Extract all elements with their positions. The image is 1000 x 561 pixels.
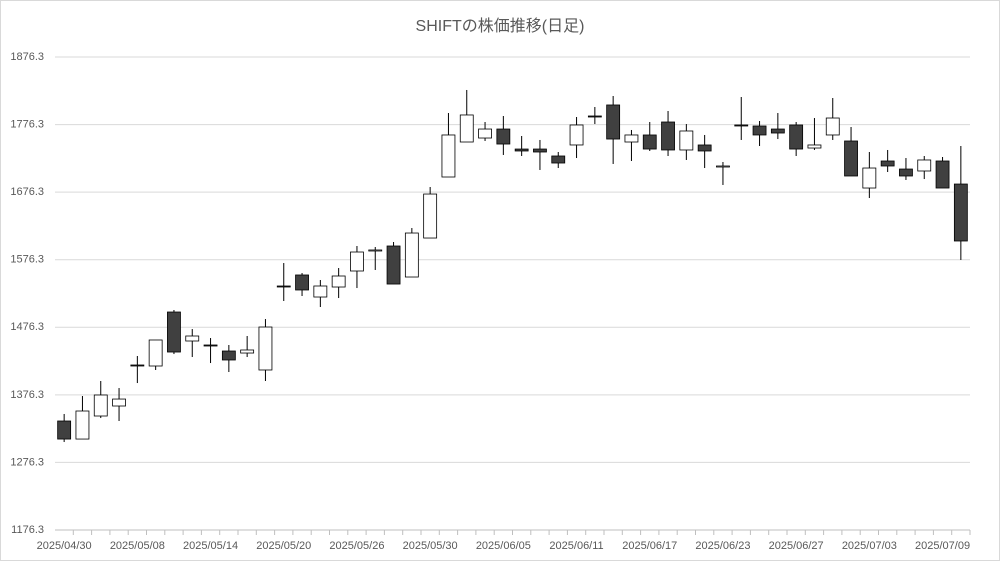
candle-body [624,134,639,143]
candle-body [221,350,236,361]
candle-body [167,311,181,353]
candle-body [203,344,218,347]
candle-body [606,104,621,140]
candle-body [789,124,804,150]
candle-body [862,167,877,189]
candle-body [148,339,163,367]
candle-body [697,144,712,152]
y-tick-label: 1876.3 [10,51,44,63]
candle-body [404,232,419,278]
x-tick-label: 2025/04/30 [37,540,92,552]
candle-body [185,335,200,342]
candle-body [130,364,145,367]
candle-body [569,124,584,146]
x-tick-label: 2025/05/26 [329,540,384,552]
x-tick-label: 2025/06/17 [622,540,677,552]
y-tick-label: 1676.3 [10,186,44,198]
chart-title: SHIFTの株価推移(日足) [416,17,585,35]
candle-body [386,245,401,285]
candle-body [825,117,840,136]
candle-body [368,249,383,252]
candle-body [752,125,767,136]
candle-body [587,115,602,118]
x-tick-label: 2025/06/23 [695,540,750,552]
x-tick-label: 2025/05/08 [110,540,165,552]
candle-body [93,394,108,417]
y-tick-label: 1476.3 [10,321,44,333]
candle-body [496,128,511,145]
candle-body [112,398,126,407]
candle-body [899,168,913,177]
y-tick-label: 1276.3 [10,456,44,468]
candle-body [276,285,291,288]
candle-body [441,134,456,178]
y-tick-label: 1776.3 [10,118,44,130]
candle-body [313,285,328,298]
candle-body [423,193,438,239]
candle-body [533,148,547,153]
y-tick-label: 1576.3 [10,254,44,266]
candle-body [661,121,675,151]
x-tick-label: 2025/05/30 [403,540,458,552]
candle-body [459,114,474,143]
candle-body [880,160,895,167]
x-tick-label: 2025/06/27 [769,540,824,552]
candle-body [953,183,968,242]
candle-body [295,274,309,291]
x-tick-label: 2025/06/05 [476,540,531,552]
candle-body [716,165,730,168]
y-tick-label: 1376.3 [10,389,44,401]
candle-body [478,128,492,139]
x-tick-label: 2025/07/09 [915,540,970,552]
candle-body [770,128,785,134]
x-tick-label: 2025/05/14 [183,540,238,552]
candle-body [75,410,90,440]
candle-body [917,159,932,172]
x-tick-label: 2025/07/03 [842,540,897,552]
x-tick-label: 2025/06/11 [549,540,603,552]
candle-body [57,420,72,440]
candle-body [679,130,694,151]
candle-body [551,155,566,164]
candle-body [935,160,950,189]
candle-body [258,326,273,371]
x-tick-label: 2025/05/20 [256,540,311,552]
y-tick-label: 1176.3 [11,524,44,536]
candle-body [514,148,529,152]
candle-body [331,275,346,288]
candle-body [807,144,822,149]
candle-body [734,124,749,127]
candle-body [844,140,858,177]
candle-body [350,251,364,272]
candle-body [240,349,255,354]
candle-body [642,134,657,150]
